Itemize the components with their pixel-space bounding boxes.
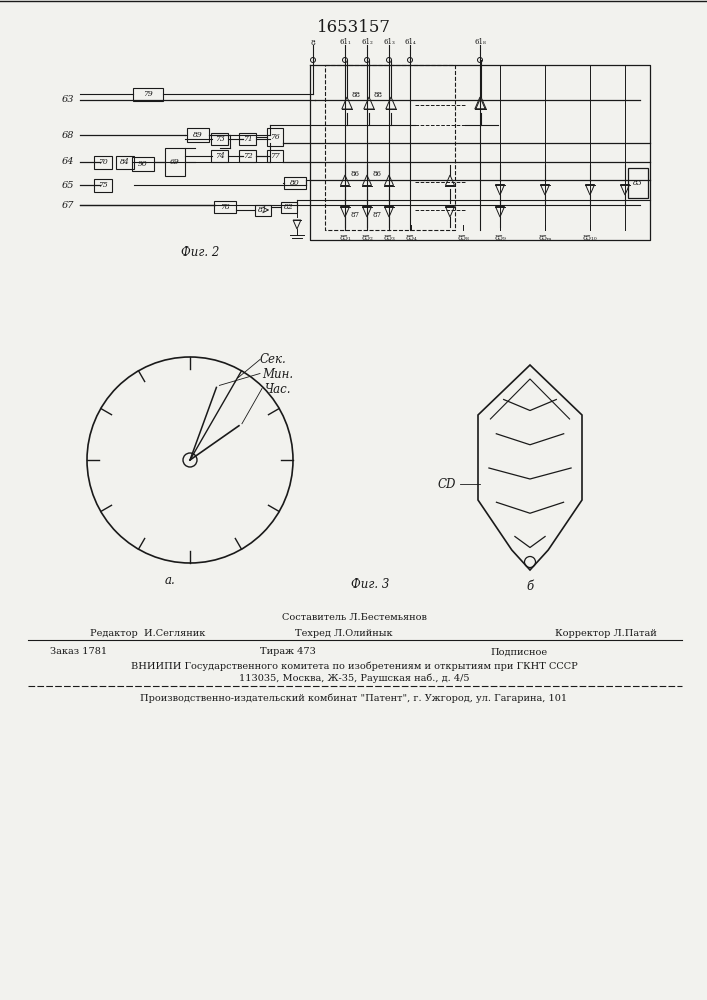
- Bar: [116, 155, 134, 168]
- Text: 88: 88: [374, 91, 383, 99]
- Text: 76: 76: [270, 133, 280, 141]
- Text: 61₄: 61₄: [404, 38, 416, 46]
- Text: Техред Л.Олийнык: Техред Л.Олийнык: [295, 629, 392, 638]
- Bar: [165, 148, 185, 176]
- Text: 88: 88: [352, 91, 361, 99]
- Bar: [214, 201, 236, 213]
- Bar: [240, 133, 257, 145]
- Text: 61₂: 61₂: [361, 38, 373, 46]
- Text: Фиг. 3: Фиг. 3: [351, 578, 389, 591]
- Text: 113035, Москва, Ж-35, Раушская наб., д. 4/5: 113035, Москва, Ж-35, Раушская наб., д. …: [239, 673, 469, 683]
- Text: 61₁: 61₁: [339, 38, 351, 46]
- Bar: [187, 128, 209, 142]
- Text: 85₃: 85₃: [383, 234, 395, 242]
- Bar: [133, 88, 163, 101]
- Text: 90: 90: [138, 160, 148, 168]
- Text: 85₄: 85₄: [405, 234, 417, 242]
- Text: 86: 86: [351, 170, 360, 178]
- Text: 87: 87: [373, 211, 382, 219]
- Text: 81: 81: [258, 206, 268, 214]
- Bar: [94, 155, 112, 168]
- Text: 1653157: 1653157: [317, 18, 391, 35]
- Text: 72: 72: [243, 152, 253, 160]
- Text: 8: 8: [310, 39, 315, 47]
- Text: СD: СD: [438, 479, 456, 491]
- Text: 75: 75: [98, 181, 108, 189]
- Text: Корректор Л.Патай: Корректор Л.Патай: [555, 629, 657, 638]
- Text: 79: 79: [143, 90, 153, 98]
- Bar: [240, 150, 257, 162]
- Text: Производственно-издательский комбинат "Патент", г. Ужгород, ул. Гагарина, 101: Производственно-издательский комбинат "П…: [141, 693, 568, 703]
- Text: 83: 83: [633, 179, 643, 187]
- Text: Сек.: Сек.: [260, 353, 287, 366]
- Text: 71: 71: [243, 135, 253, 143]
- Text: Мин.: Мин.: [262, 368, 293, 381]
- Text: 85₁: 85₁: [339, 234, 351, 242]
- Text: Тираж 473: Тираж 473: [260, 648, 316, 656]
- Bar: [255, 205, 271, 216]
- Text: 86: 86: [373, 170, 382, 178]
- Text: 73: 73: [215, 135, 225, 143]
- Bar: [267, 128, 283, 146]
- Text: 78: 78: [220, 203, 230, 211]
- Text: б: б: [527, 580, 534, 592]
- Text: 74: 74: [215, 152, 225, 160]
- Text: Час.: Час.: [264, 383, 291, 396]
- Text: а.: а.: [165, 574, 175, 587]
- Text: 87: 87: [351, 211, 360, 219]
- Bar: [132, 157, 154, 171]
- Text: 85₂: 85₂: [361, 234, 373, 242]
- Bar: [211, 150, 228, 162]
- Text: Подписное: Подписное: [490, 648, 547, 656]
- Text: 61₈: 61₈: [474, 38, 486, 46]
- Text: 63: 63: [62, 96, 74, 104]
- Text: 85₁₀: 85₁₀: [583, 234, 597, 242]
- Text: 85₉: 85₉: [494, 234, 506, 242]
- Bar: [628, 168, 648, 198]
- Text: 67: 67: [62, 200, 74, 210]
- Bar: [94, 178, 112, 192]
- Bar: [211, 133, 228, 145]
- Text: ВНИИПИ Государственного комитета по изобретениям и открытиям при ГКНТ СССР: ВНИИПИ Государственного комитета по изоб…: [131, 661, 578, 671]
- Text: 84: 84: [120, 158, 130, 166]
- Text: 77: 77: [270, 152, 280, 160]
- Text: Составитель Л.Бестемьянов: Составитель Л.Бестемьянов: [281, 613, 426, 622]
- Bar: [284, 177, 306, 189]
- Text: 65: 65: [62, 180, 74, 190]
- Text: 80: 80: [290, 179, 300, 187]
- Bar: [267, 150, 283, 162]
- Text: 85ₘ: 85ₘ: [538, 234, 551, 242]
- Text: Фиг. 2: Фиг. 2: [181, 245, 219, 258]
- Text: 82: 82: [284, 203, 294, 211]
- Text: 89: 89: [193, 131, 203, 139]
- Bar: [281, 202, 297, 213]
- Text: 64: 64: [62, 157, 74, 166]
- Text: 69: 69: [170, 158, 180, 166]
- Text: 70: 70: [98, 158, 108, 166]
- Text: 61₃: 61₃: [383, 38, 395, 46]
- Text: Редактор  И.Сегляник: Редактор И.Сегляник: [90, 629, 205, 638]
- Text: 68: 68: [62, 130, 74, 139]
- Text: Заказ 1781: Заказ 1781: [50, 648, 107, 656]
- Text: 85₈: 85₈: [457, 234, 469, 242]
